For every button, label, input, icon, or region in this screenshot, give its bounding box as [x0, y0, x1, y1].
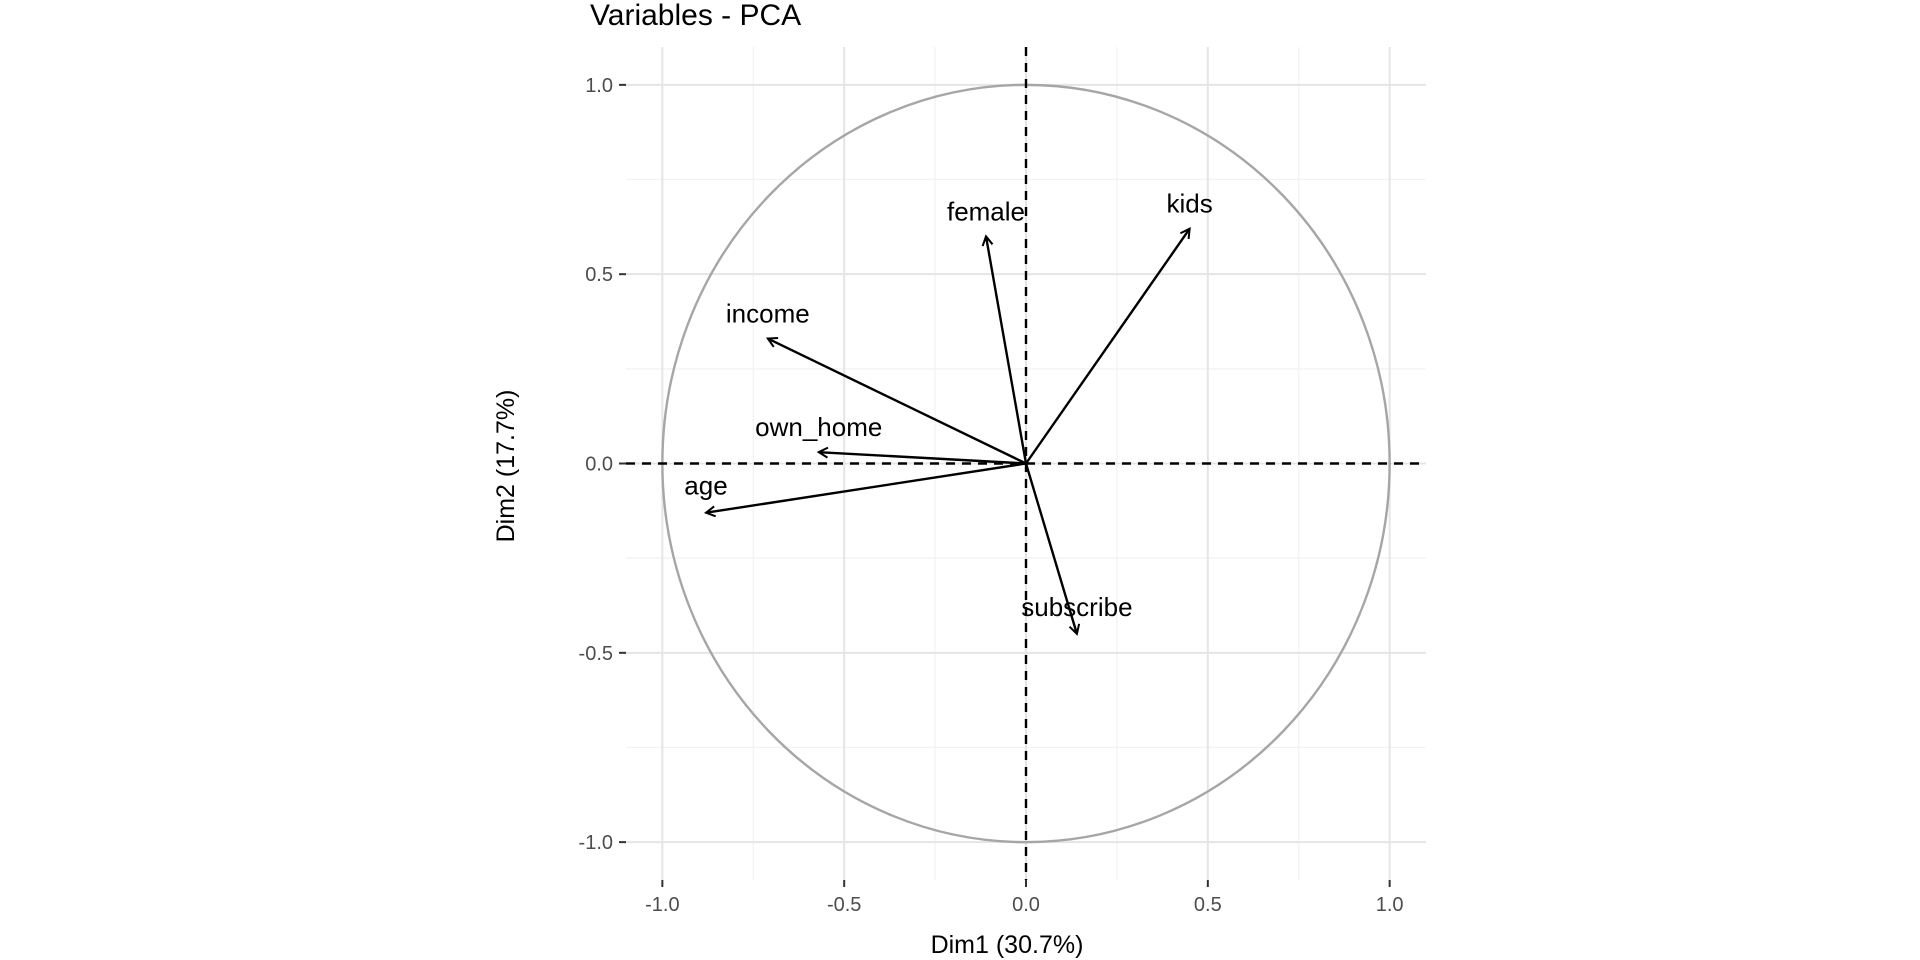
chart-title: Variables - PCA: [590, 0, 801, 32]
x-tick-label: 0.0: [1012, 894, 1040, 916]
y-tick-label: 1.0: [585, 75, 613, 97]
arrow-own_home: [819, 452, 1027, 465]
label-income: income: [726, 299, 810, 329]
arrow-age: [706, 462, 1027, 513]
y-tick-label: 0.5: [585, 264, 613, 286]
arrow-income: [768, 339, 1027, 465]
x-tick-label: -0.5: [827, 894, 861, 916]
arrow-kids: [1025, 229, 1190, 465]
label-kids: kids: [1167, 189, 1213, 219]
x-axis-title: Dim1 (30.7%): [931, 931, 1084, 959]
x-tick-label: -1.0: [645, 894, 679, 916]
y-tick-label: -1.0: [579, 832, 613, 854]
label-own_home: own_home: [755, 412, 882, 442]
y-tick-label: 0.0: [585, 454, 613, 476]
arrow-subscribe: [1024, 463, 1077, 634]
x-tick-label: 0.5: [1194, 894, 1222, 916]
label-female: female: [947, 196, 1025, 226]
plot-area: -1.0 -0.5 0.0 0.5 1.0 -1.0 -0.5 0.0 0.5 1.0 female…: [579, 47, 1426, 916]
label-subscribe: subscribe: [1021, 592, 1132, 622]
y-axis-title: Dim2 (17.7%): [492, 390, 520, 543]
y-tick-label: -0.5: [579, 643, 613, 665]
arrow-female: [986, 236, 1028, 464]
x-tick-label: 1.0: [1376, 894, 1404, 916]
label-age: age: [684, 471, 727, 501]
